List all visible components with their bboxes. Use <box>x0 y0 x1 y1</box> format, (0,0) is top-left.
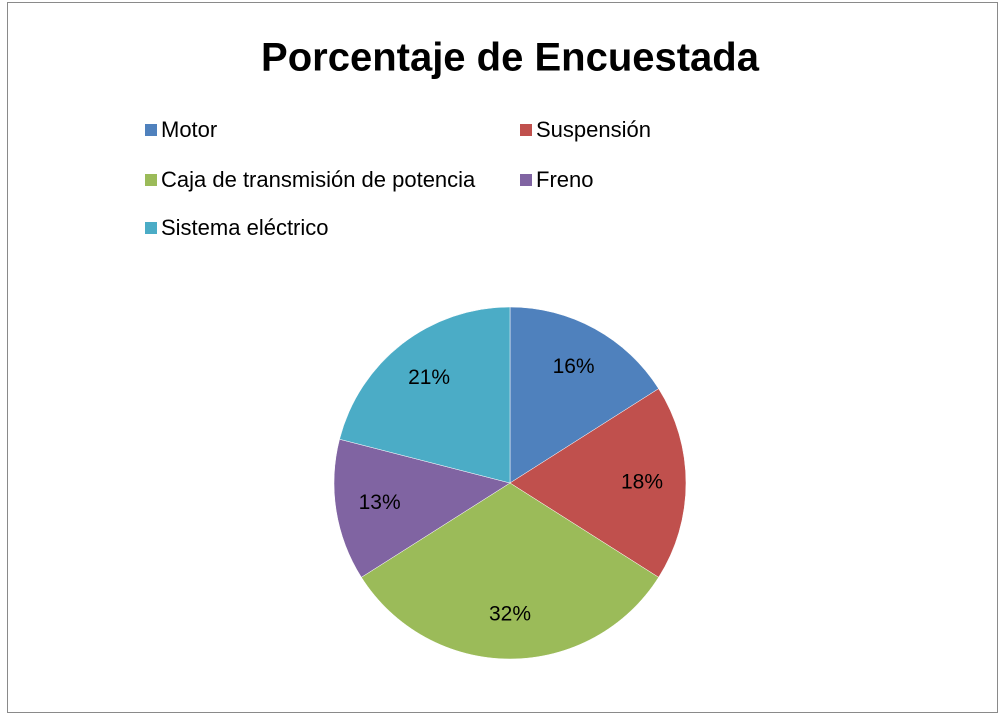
pie-slice <box>361 482 659 660</box>
chart-title: Porcentaje de Encuestada <box>261 36 760 80</box>
data-label: 16% <box>553 355 595 378</box>
legend-label: Suspensión <box>536 117 651 142</box>
legend-label: Sistema eléctrico <box>161 215 329 240</box>
legend-swatch <box>520 124 532 136</box>
legend-swatch <box>145 124 157 136</box>
legend-label: Freno <box>536 167 593 192</box>
legend-swatch <box>520 174 532 186</box>
legend-label: Caja de transmisión de potencia <box>161 167 476 192</box>
legend-swatch <box>145 174 157 186</box>
pie-slice <box>339 306 511 484</box>
data-label: 21% <box>408 366 450 389</box>
pie-slice <box>509 388 687 578</box>
legend-label: Motor <box>161 117 217 142</box>
data-label: 13% <box>359 491 401 514</box>
legend-swatch <box>145 222 157 234</box>
pie-slice <box>509 306 659 484</box>
pie-slice <box>333 438 511 578</box>
data-label: 18% <box>621 471 663 494</box>
data-label: 32% <box>489 603 531 626</box>
